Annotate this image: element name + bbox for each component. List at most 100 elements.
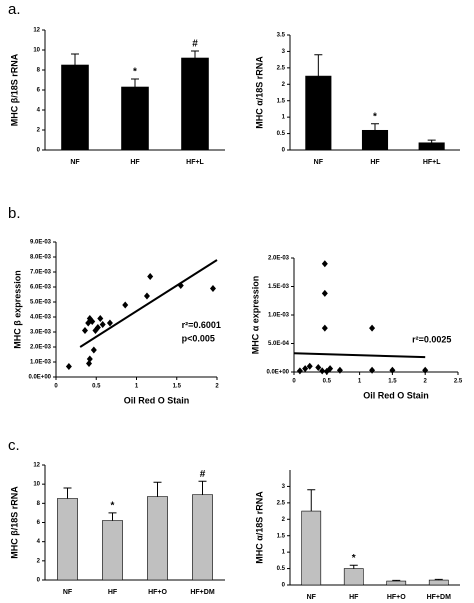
- y-tick-label: 4: [37, 108, 41, 114]
- bar: [181, 57, 209, 151]
- regression-line: [79, 259, 218, 348]
- bar: [343, 568, 364, 586]
- y-tick-label: 1.5: [277, 98, 286, 104]
- panel-label: b.: [8, 205, 21, 222]
- x-tick-label: NF: [307, 594, 317, 601]
- y-tick-label: 8: [37, 501, 41, 507]
- significance-marker: *: [111, 501, 115, 512]
- x-tick-label: HF+DM: [190, 589, 214, 596]
- y-tick-label: 9.0E-03: [30, 240, 52, 246]
- data-point: [86, 360, 93, 367]
- error-bar: [434, 578, 443, 581]
- y-tick-label: 2: [282, 517, 286, 523]
- x-tick-label: NF: [70, 159, 80, 166]
- data-point: [209, 285, 216, 292]
- bar: [301, 510, 322, 586]
- bar: [61, 64, 89, 151]
- statistic: p<0.005: [182, 334, 215, 344]
- y-tick-label: 2: [37, 558, 41, 564]
- y-tick-label: 0.5: [277, 131, 286, 137]
- error-bar: [392, 579, 401, 582]
- y-axis-label: MHC β/18S rRNA: [9, 486, 19, 559]
- y-tick-label: 12: [33, 28, 40, 34]
- bar: [361, 129, 389, 151]
- y-tick-label: 4.0E-03: [30, 315, 52, 321]
- significance-marker: #: [200, 469, 206, 480]
- y-tick-label: 0: [282, 583, 286, 589]
- x-tick-label: NF: [63, 589, 73, 596]
- data-point: [306, 362, 313, 370]
- y-axis-label: MHC β/18S rRNA: [9, 53, 19, 126]
- y-tick-label: 6: [37, 88, 41, 94]
- data-point: [336, 366, 343, 374]
- x-tick-label: NF: [314, 159, 324, 166]
- y-tick-label: 6.0E-03: [30, 285, 52, 291]
- bar: [57, 498, 78, 581]
- y-tick-label: 0.0E+00: [28, 375, 51, 381]
- data-point: [86, 355, 93, 363]
- y-tick-label: 7.0E-03: [30, 270, 52, 276]
- x-tick-label: HF: [349, 594, 359, 601]
- data-point: [90, 346, 97, 354]
- y-tick-label: 2: [282, 82, 286, 88]
- x-tick-label: 2: [424, 379, 428, 385]
- panel-label: c.: [8, 437, 20, 454]
- error-bar: [153, 481, 162, 497]
- regression-line: [293, 352, 426, 359]
- x-tick-label: HF: [108, 589, 118, 596]
- error-bar: [427, 139, 436, 143]
- x-tick-label: 1: [358, 379, 362, 385]
- x-tick-label: 1.5: [173, 384, 182, 390]
- y-tick-label: 0: [282, 148, 286, 154]
- y-axis-label: MHC α/18S rRNA: [254, 56, 264, 129]
- x-tick-label: HF+DM: [427, 594, 451, 601]
- significance-marker: *: [133, 67, 137, 78]
- error-bar: [307, 489, 316, 512]
- error-bar: [314, 54, 323, 77]
- data-point: [147, 273, 154, 280]
- y-tick-label: 3.0E-03: [30, 330, 52, 336]
- y-tick-label: 10: [33, 48, 40, 54]
- x-tick-label: 0: [292, 379, 296, 385]
- y-tick-label: 5.0E-03: [30, 300, 52, 306]
- data-point: [327, 365, 334, 373]
- y-tick-label: 8: [37, 68, 41, 74]
- y-axis-label: MHC α/18S rRNA: [254, 491, 264, 564]
- error-bar: [198, 480, 207, 495]
- x-tick-label: 0.5: [323, 379, 332, 385]
- x-axis-label: Oil Red O Stain: [124, 395, 190, 405]
- y-axis-label: MHC β expression: [12, 270, 22, 349]
- y-tick-label: 0: [37, 148, 41, 154]
- data-point: [81, 327, 88, 334]
- x-axis-label: Oil Red O Stain: [363, 390, 429, 400]
- data-point: [321, 324, 328, 332]
- x-tick-label: HF: [370, 159, 380, 166]
- data-point: [422, 366, 429, 374]
- x-tick-label: HF+L: [186, 159, 204, 166]
- x-tick-label: HF: [130, 159, 140, 166]
- y-tick-label: 4: [37, 539, 41, 545]
- bar: [102, 520, 123, 581]
- y-tick-label: 12: [33, 463, 40, 469]
- y-tick-label: 3.5: [277, 33, 286, 39]
- data-point: [65, 363, 72, 370]
- error-bar: [108, 512, 117, 521]
- data-point: [302, 365, 309, 373]
- y-tick-label: 2.0E-03: [30, 345, 52, 351]
- data-point: [315, 363, 322, 371]
- data-point: [389, 366, 396, 374]
- error-bar: [71, 53, 79, 65]
- x-tick-label: HF+O: [148, 589, 167, 596]
- y-tick-label: 1.5: [277, 533, 286, 539]
- x-tick-label: 1.5: [388, 379, 397, 385]
- y-tick-label: 1.0E-03: [268, 313, 290, 319]
- bar: [305, 75, 332, 151]
- data-point: [143, 292, 150, 300]
- y-tick-label: 8.0E-03: [30, 255, 52, 261]
- error-bar: [63, 487, 72, 499]
- bar: [418, 142, 445, 151]
- statistic: r²=0.6001: [182, 320, 221, 330]
- data-point: [321, 260, 328, 268]
- data-point: [97, 315, 104, 322]
